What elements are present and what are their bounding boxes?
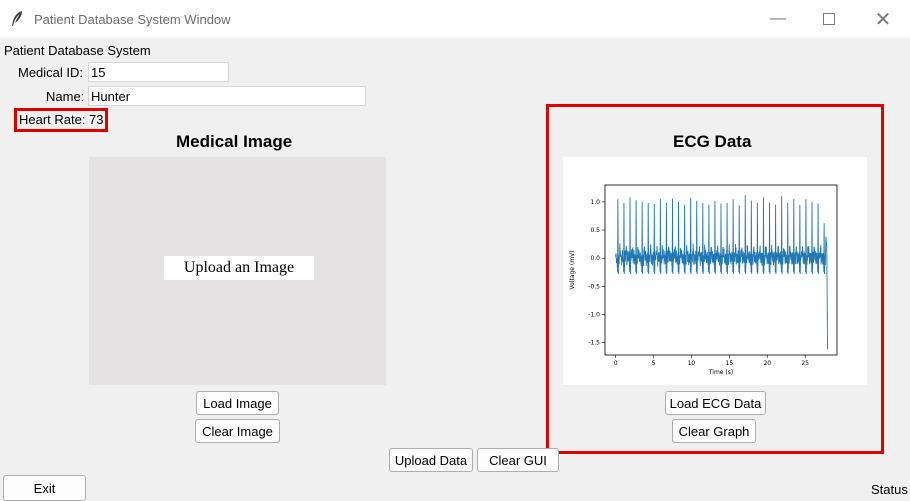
medical-id-label: Medical ID:: [18, 65, 84, 80]
minimize-icon: —: [770, 10, 786, 27]
y-axis-label: Voltage (mV): [569, 250, 576, 289]
heart-rate-highlight: [14, 108, 108, 132]
status-label: Status: [871, 482, 908, 497]
upload-data-button[interactable]: Upload Data: [389, 448, 473, 472]
x-tick-label: 15: [726, 360, 734, 367]
x-tick-label: 10: [688, 360, 696, 367]
x-tick-label: 20: [763, 360, 771, 367]
close-icon: ✕: [874, 8, 892, 31]
load-ecg-button[interactable]: Load ECG Data: [665, 391, 766, 415]
x-axis-label: Time (s): [708, 369, 733, 376]
plot-frame: [604, 184, 838, 356]
heart-rate-value: 73: [89, 112, 104, 127]
x-tick-label: 5: [652, 360, 656, 367]
close-button[interactable]: ✕: [860, 0, 906, 38]
ecg-chart: 0 5 10 15 20 25 -1.5 -1.0 -0.5 0.0 0.5 1.0 Time (s) V…: [569, 184, 838, 376]
exit-button[interactable]: Exit: [3, 475, 86, 501]
minimize-button[interactable]: —: [755, 0, 801, 38]
medical-id-input[interactable]: [88, 62, 229, 82]
y-tick-label: -0.5: [588, 283, 600, 290]
heart-rate-label: Heart Rate:: [19, 112, 86, 127]
load-image-button[interactable]: Load Image: [196, 391, 279, 415]
x-tick-label: 0: [614, 360, 618, 367]
maximize-button[interactable]: [806, 0, 852, 38]
ecg-data-title: ECG Data: [673, 132, 752, 151]
name-label: Name:: [46, 89, 85, 104]
y-tick-label: -1.0: [588, 311, 600, 318]
medical-image-title: Medical Image: [176, 132, 293, 151]
app-header: Patient Database System: [4, 43, 151, 58]
feather-icon: [10, 10, 24, 28]
ecg-series-line: [615, 195, 828, 350]
ecg-panel-highlight: [546, 104, 884, 454]
maximize-icon: [823, 13, 835, 25]
window-title: Patient Database System Window: [34, 12, 231, 27]
clear-graph-button[interactable]: Clear Graph: [672, 419, 756, 443]
title-bar: [0, 0, 910, 38]
clear-image-button[interactable]: Clear Image: [195, 419, 280, 443]
clear-gui-button[interactable]: Clear GUI: [477, 448, 559, 472]
y-tick-label: -1.5: [588, 340, 600, 347]
upload-image-placeholder: Upload an Image: [164, 256, 314, 280]
ecg-plot: 0 5 10 15 20 25 -1.5 -1.0 -0.5 0.0 0.5 1.0 Time (s) V…: [563, 157, 867, 385]
y-tick-label: 1.0: [590, 199, 600, 206]
y-tick-label: 0.5: [590, 227, 600, 234]
name-input[interactable]: [88, 86, 366, 106]
y-tick-label: 0.0: [590, 255, 600, 262]
x-tick-label: 25: [801, 360, 809, 367]
